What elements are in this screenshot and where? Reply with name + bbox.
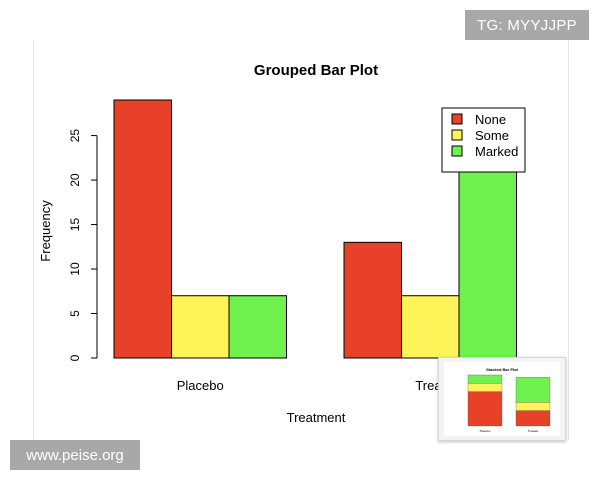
y-tick-label: 0 bbox=[68, 354, 82, 361]
thumbnail-canvas: Stacked Bar Plot Placebo Treated bbox=[444, 362, 560, 436]
bar-marked-treated bbox=[458, 170, 517, 359]
legend-swatch-marked bbox=[451, 145, 463, 157]
thumb-bar-marked-treated bbox=[515, 377, 551, 403]
thumb-bar-none-placebo bbox=[467, 391, 503, 427]
thumbnail-bars bbox=[467, 374, 551, 427]
telegram-watermark-badge: TG: MYYJJPP bbox=[465, 10, 589, 40]
bar-none-treated bbox=[343, 241, 402, 359]
legend-label-marked: Marked bbox=[475, 144, 518, 159]
site-watermark-badge: www.peise.org bbox=[10, 440, 140, 470]
bar-some-placebo bbox=[171, 295, 230, 359]
bar-some-treated bbox=[401, 295, 460, 359]
thumbnail-x-labels: Placebo Treated bbox=[480, 429, 539, 433]
bar-none-placebo bbox=[113, 99, 172, 359]
thumb-bar-some-treated bbox=[515, 402, 551, 411]
x-axis-labels: Placebo Treat bbox=[177, 378, 446, 393]
thumbnail-preview[interactable]: Stacked Bar Plot Placebo Treated bbox=[438, 357, 566, 441]
y-axis-label: Frequency bbox=[38, 200, 53, 262]
legend-swatch-none bbox=[451, 113, 463, 125]
chart-panel: Grouped Bar Plot 0 5 10 15 20 25 Placebo Treat… bbox=[33, 40, 569, 440]
thumb-x-label: Placebo bbox=[480, 429, 491, 433]
thumb-bar-marked-placebo bbox=[467, 374, 503, 384]
y-tick-label: 15 bbox=[68, 218, 82, 232]
y-tick-label: 10 bbox=[68, 262, 82, 276]
legend-label-none: None bbox=[475, 112, 506, 127]
bars-group bbox=[113, 99, 517, 359]
legend-label-some: Some bbox=[475, 128, 509, 143]
thumbnail-title: Stacked Bar Plot bbox=[486, 367, 518, 372]
thumb-x-label: Treated bbox=[528, 429, 539, 433]
thumb-bar-some-placebo bbox=[467, 383, 503, 392]
x-tick-label: Placebo bbox=[177, 378, 224, 393]
thumb-bar-none-treated bbox=[515, 410, 551, 427]
y-tick-label: 20 bbox=[68, 173, 82, 187]
x-axis-label: Treatment bbox=[287, 410, 346, 425]
thumbnail-chart: Stacked Bar Plot Placebo Treated bbox=[467, 367, 551, 433]
y-tick-label: 25 bbox=[68, 129, 82, 143]
y-tick-label: 5 bbox=[68, 310, 82, 317]
y-axis: 0 5 10 15 20 25 bbox=[68, 129, 98, 361]
legend-swatch-some bbox=[451, 129, 463, 141]
bar-marked-placebo bbox=[228, 295, 287, 359]
chart-title: Grouped Bar Plot bbox=[254, 62, 378, 79]
